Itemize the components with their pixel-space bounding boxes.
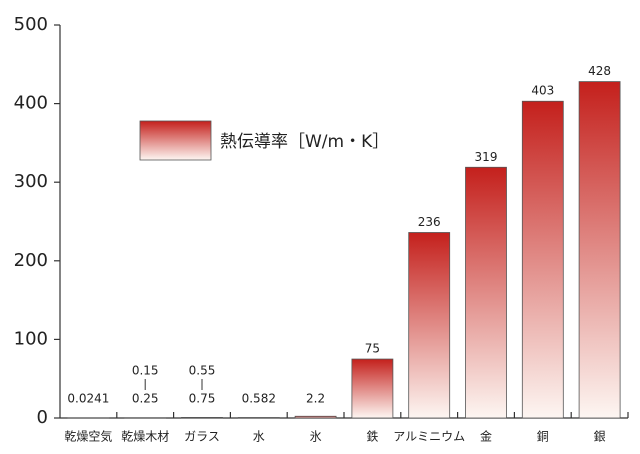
x-tick-label: 金 [480, 429, 492, 444]
value-label: 0.55 [189, 364, 216, 378]
y-tick-label: 500 [14, 14, 48, 35]
x-tick-label: 鉄 [366, 429, 378, 444]
x-tick-label: 乾燥木材 [121, 430, 169, 444]
y-tick-label: 200 [14, 250, 48, 271]
bar [578, 81, 621, 419]
x-tick-label: 銅 [537, 430, 549, 444]
bar [181, 417, 223, 419]
x-tick-label: 氷 [310, 430, 322, 444]
bar [408, 232, 451, 419]
value-label: 428 [588, 64, 611, 78]
value-label: 0.15 [132, 364, 159, 378]
bar [521, 100, 564, 419]
value-label: 403 [531, 84, 554, 98]
y-tick-label: 100 [14, 328, 48, 349]
y-tick-label: 300 [14, 171, 48, 192]
value-label: 236 [418, 215, 441, 229]
legend-label: 熱伝導率［W/m・K］ [220, 132, 389, 152]
value-label: 0.75 [189, 392, 216, 406]
value-label: 319 [475, 150, 498, 164]
value-label: 0.0241 [67, 392, 109, 406]
x-tick-label: ガラス [184, 430, 220, 444]
x-tick-label: 水 [253, 430, 265, 444]
x-tick-label: 乾燥空気 [64, 429, 112, 444]
value-label: 75 [365, 342, 380, 356]
bar [294, 415, 337, 419]
bar [465, 166, 507, 419]
y-tick-label: 400 [14, 93, 48, 114]
x-tick-label: アルミニウム [393, 430, 465, 444]
x-tick-label: 銀 [594, 430, 606, 444]
value-label: 0.25 [132, 392, 159, 406]
legend-swatch [139, 120, 212, 161]
value-label: 2.2 [306, 392, 325, 406]
bar [351, 358, 394, 419]
value-label: 0.582 [242, 392, 276, 406]
y-tick-label: 0 [37, 407, 48, 428]
